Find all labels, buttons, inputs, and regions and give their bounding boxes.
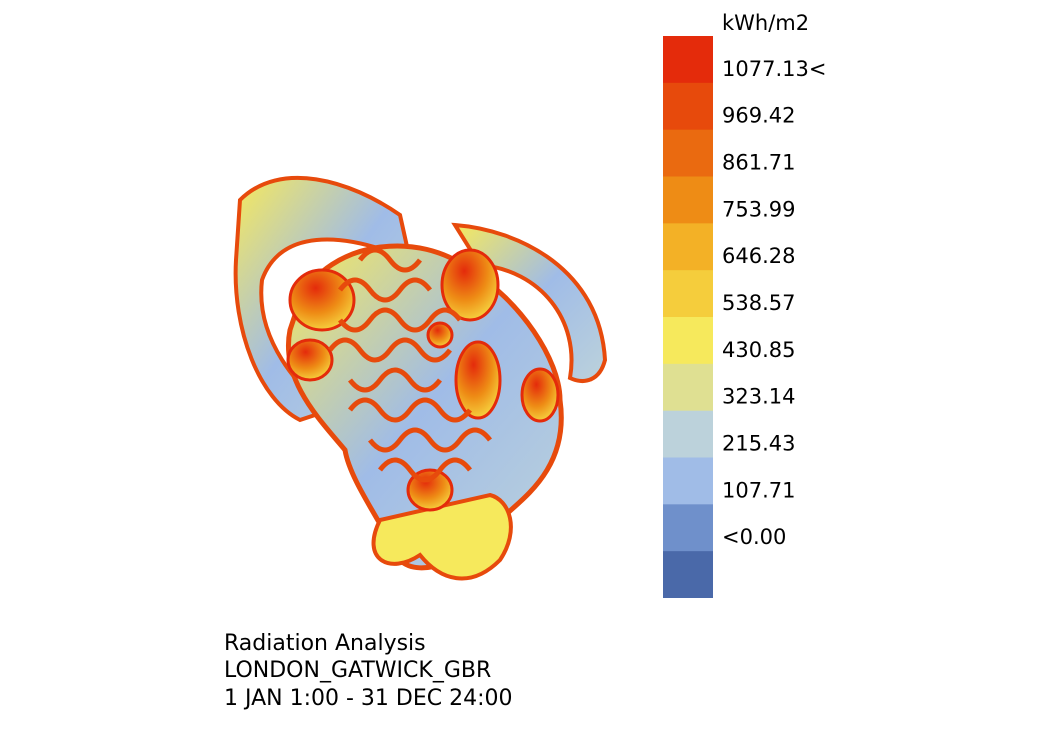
legend-swatch bbox=[663, 36, 713, 84]
legend-swatch bbox=[663, 457, 713, 505]
caption-location: LONDON_GATWICK_GBR bbox=[224, 658, 491, 683]
legend-label: 323.14 bbox=[722, 385, 795, 409]
blob bbox=[440, 248, 500, 322]
legend-swatch bbox=[663, 551, 713, 598]
legend-swatch bbox=[663, 270, 713, 318]
legend-label: 1077.13< bbox=[722, 57, 826, 81]
blob bbox=[454, 340, 502, 420]
legend-label: 646.28 bbox=[722, 244, 795, 268]
outer-loop bbox=[233, 176, 413, 423]
legend: 1077.13< 969.42 861.71 753.99 646.28 538.57 43… bbox=[663, 36, 826, 598]
legend-label: <0.00 bbox=[722, 525, 786, 549]
blob bbox=[520, 367, 560, 423]
blob bbox=[286, 338, 334, 382]
legend-label: 538.57 bbox=[722, 291, 795, 315]
legend-label: 861.71 bbox=[722, 150, 795, 174]
blob bbox=[426, 321, 454, 349]
bottom-loop bbox=[371, 492, 513, 581]
legend-swatch bbox=[663, 129, 713, 177]
blob bbox=[288, 268, 356, 332]
legend-title: kWh/m2 bbox=[722, 11, 809, 35]
blobs bbox=[286, 248, 560, 512]
legend-swatch bbox=[663, 410, 713, 458]
legend-swatch bbox=[663, 363, 713, 412]
caption-period: 1 JAN 1:00 - 31 DEC 24:00 bbox=[224, 686, 513, 711]
legend-label: 753.99 bbox=[722, 197, 795, 221]
folds bbox=[328, 247, 492, 483]
caption-title: Radiation Analysis bbox=[224, 631, 426, 656]
legend-label: 430.85 bbox=[722, 338, 795, 362]
legend-swatch bbox=[663, 504, 713, 552]
legend-label: 107.71 bbox=[722, 478, 795, 502]
legend-label: 215.43 bbox=[722, 431, 795, 455]
radiation-model bbox=[233, 176, 608, 581]
legend-label: 969.42 bbox=[722, 104, 795, 128]
legend-swatch bbox=[663, 176, 713, 224]
legend-swatch bbox=[663, 82, 713, 131]
legend-swatch bbox=[663, 223, 713, 271]
legend-swatch bbox=[663, 317, 713, 365]
